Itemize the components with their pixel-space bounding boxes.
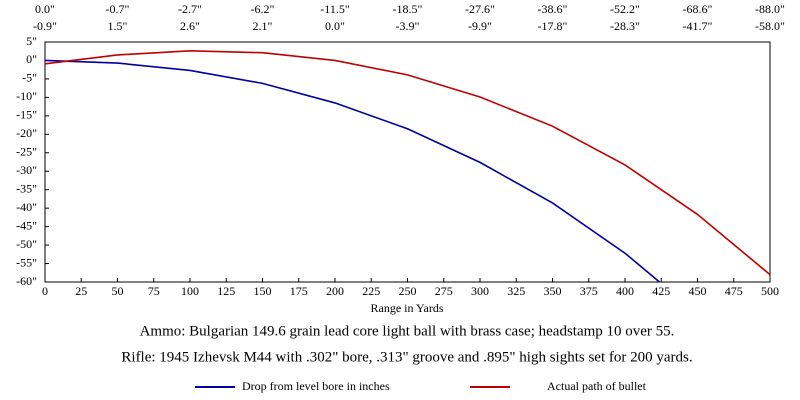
x-tick-label: 350 xyxy=(544,284,562,298)
y-tick-label: -20" xyxy=(16,126,37,140)
value-label: -3.9" xyxy=(396,19,420,33)
x-axis-label: Range in Yards xyxy=(370,301,443,315)
value-label: 2.1" xyxy=(253,19,273,33)
value-label: 0.0" xyxy=(35,2,55,16)
value-label: -52.2" xyxy=(610,2,640,16)
annotation: Ammo: Bulgarian 149.6 grain lead core li… xyxy=(140,323,675,339)
value-label: -11.5" xyxy=(320,2,350,16)
legend-label: Drop from level bore in inches xyxy=(242,379,390,393)
x-tick-label: 400 xyxy=(616,284,634,298)
x-tick-label: 50 xyxy=(112,284,124,298)
value-label: -6.2" xyxy=(251,2,275,16)
x-tick-label: 250 xyxy=(399,284,417,298)
value-label: 2.6" xyxy=(180,19,200,33)
value-label: -27.6" xyxy=(465,2,495,16)
x-tick-label: 450 xyxy=(689,284,707,298)
value-label: -88.0" xyxy=(755,2,785,16)
x-tick-label: 300 xyxy=(471,284,489,298)
y-tick-label: -60" xyxy=(16,274,37,288)
value-label: 0.0" xyxy=(325,19,345,33)
y-tick-label: -35" xyxy=(16,181,37,195)
x-tick-label: 425 xyxy=(652,284,670,298)
value-label: -18.5" xyxy=(393,2,423,16)
x-tick-label: 175 xyxy=(290,284,308,298)
x-tick-label: 475 xyxy=(725,284,743,298)
value-label: -58.0" xyxy=(755,19,785,33)
series-line xyxy=(45,50,770,276)
series-line xyxy=(45,59,661,282)
x-tick-label: 500 xyxy=(761,284,779,298)
plot-frame xyxy=(44,41,771,283)
value-label: -17.8" xyxy=(538,19,568,33)
value-label: 1.5" xyxy=(108,19,128,33)
x-tick-label: 275 xyxy=(435,284,453,298)
x-tick-label: 375 xyxy=(580,284,598,298)
x-tick-label: 100 xyxy=(181,284,199,298)
x-tick-label: 25 xyxy=(75,284,87,298)
y-tick-label: -25" xyxy=(16,145,37,159)
x-tick-label: 75 xyxy=(148,284,160,298)
value-label: -9.9" xyxy=(468,19,492,33)
value-label: -28.3" xyxy=(610,19,640,33)
annotation: Rifle: 1945 Izhevsk M44 with .302" bore,… xyxy=(121,349,692,365)
value-label: -68.6" xyxy=(683,2,713,16)
y-tick-label: 5" xyxy=(26,34,37,48)
x-tick-label: 0 xyxy=(42,284,48,298)
x-tick-label: 225 xyxy=(362,284,380,298)
y-tick-label: 0" xyxy=(26,52,37,66)
y-tick-label: -30" xyxy=(16,163,37,177)
y-tick-label: -45" xyxy=(16,218,37,232)
y-tick-label: -10" xyxy=(16,89,37,103)
y-tick-label: -40" xyxy=(16,200,37,214)
y-tick-label: -50" xyxy=(16,237,37,251)
legend-label: Actual path of bullet xyxy=(547,379,647,393)
y-tick-label: -15" xyxy=(16,108,37,122)
x-tick-label: 325 xyxy=(507,284,525,298)
value-label: -2.7" xyxy=(178,2,202,16)
y-tick-label: -55" xyxy=(16,255,37,269)
value-label: -38.6" xyxy=(538,2,568,16)
value-label: -0.7" xyxy=(106,2,130,16)
x-tick-label: 150 xyxy=(254,284,272,298)
value-label: -0.9" xyxy=(33,19,57,33)
y-tick-label: -5" xyxy=(22,71,37,85)
x-tick-label: 125 xyxy=(217,284,235,298)
x-tick-label: 200 xyxy=(326,284,344,298)
value-label: -41.7" xyxy=(683,19,713,33)
